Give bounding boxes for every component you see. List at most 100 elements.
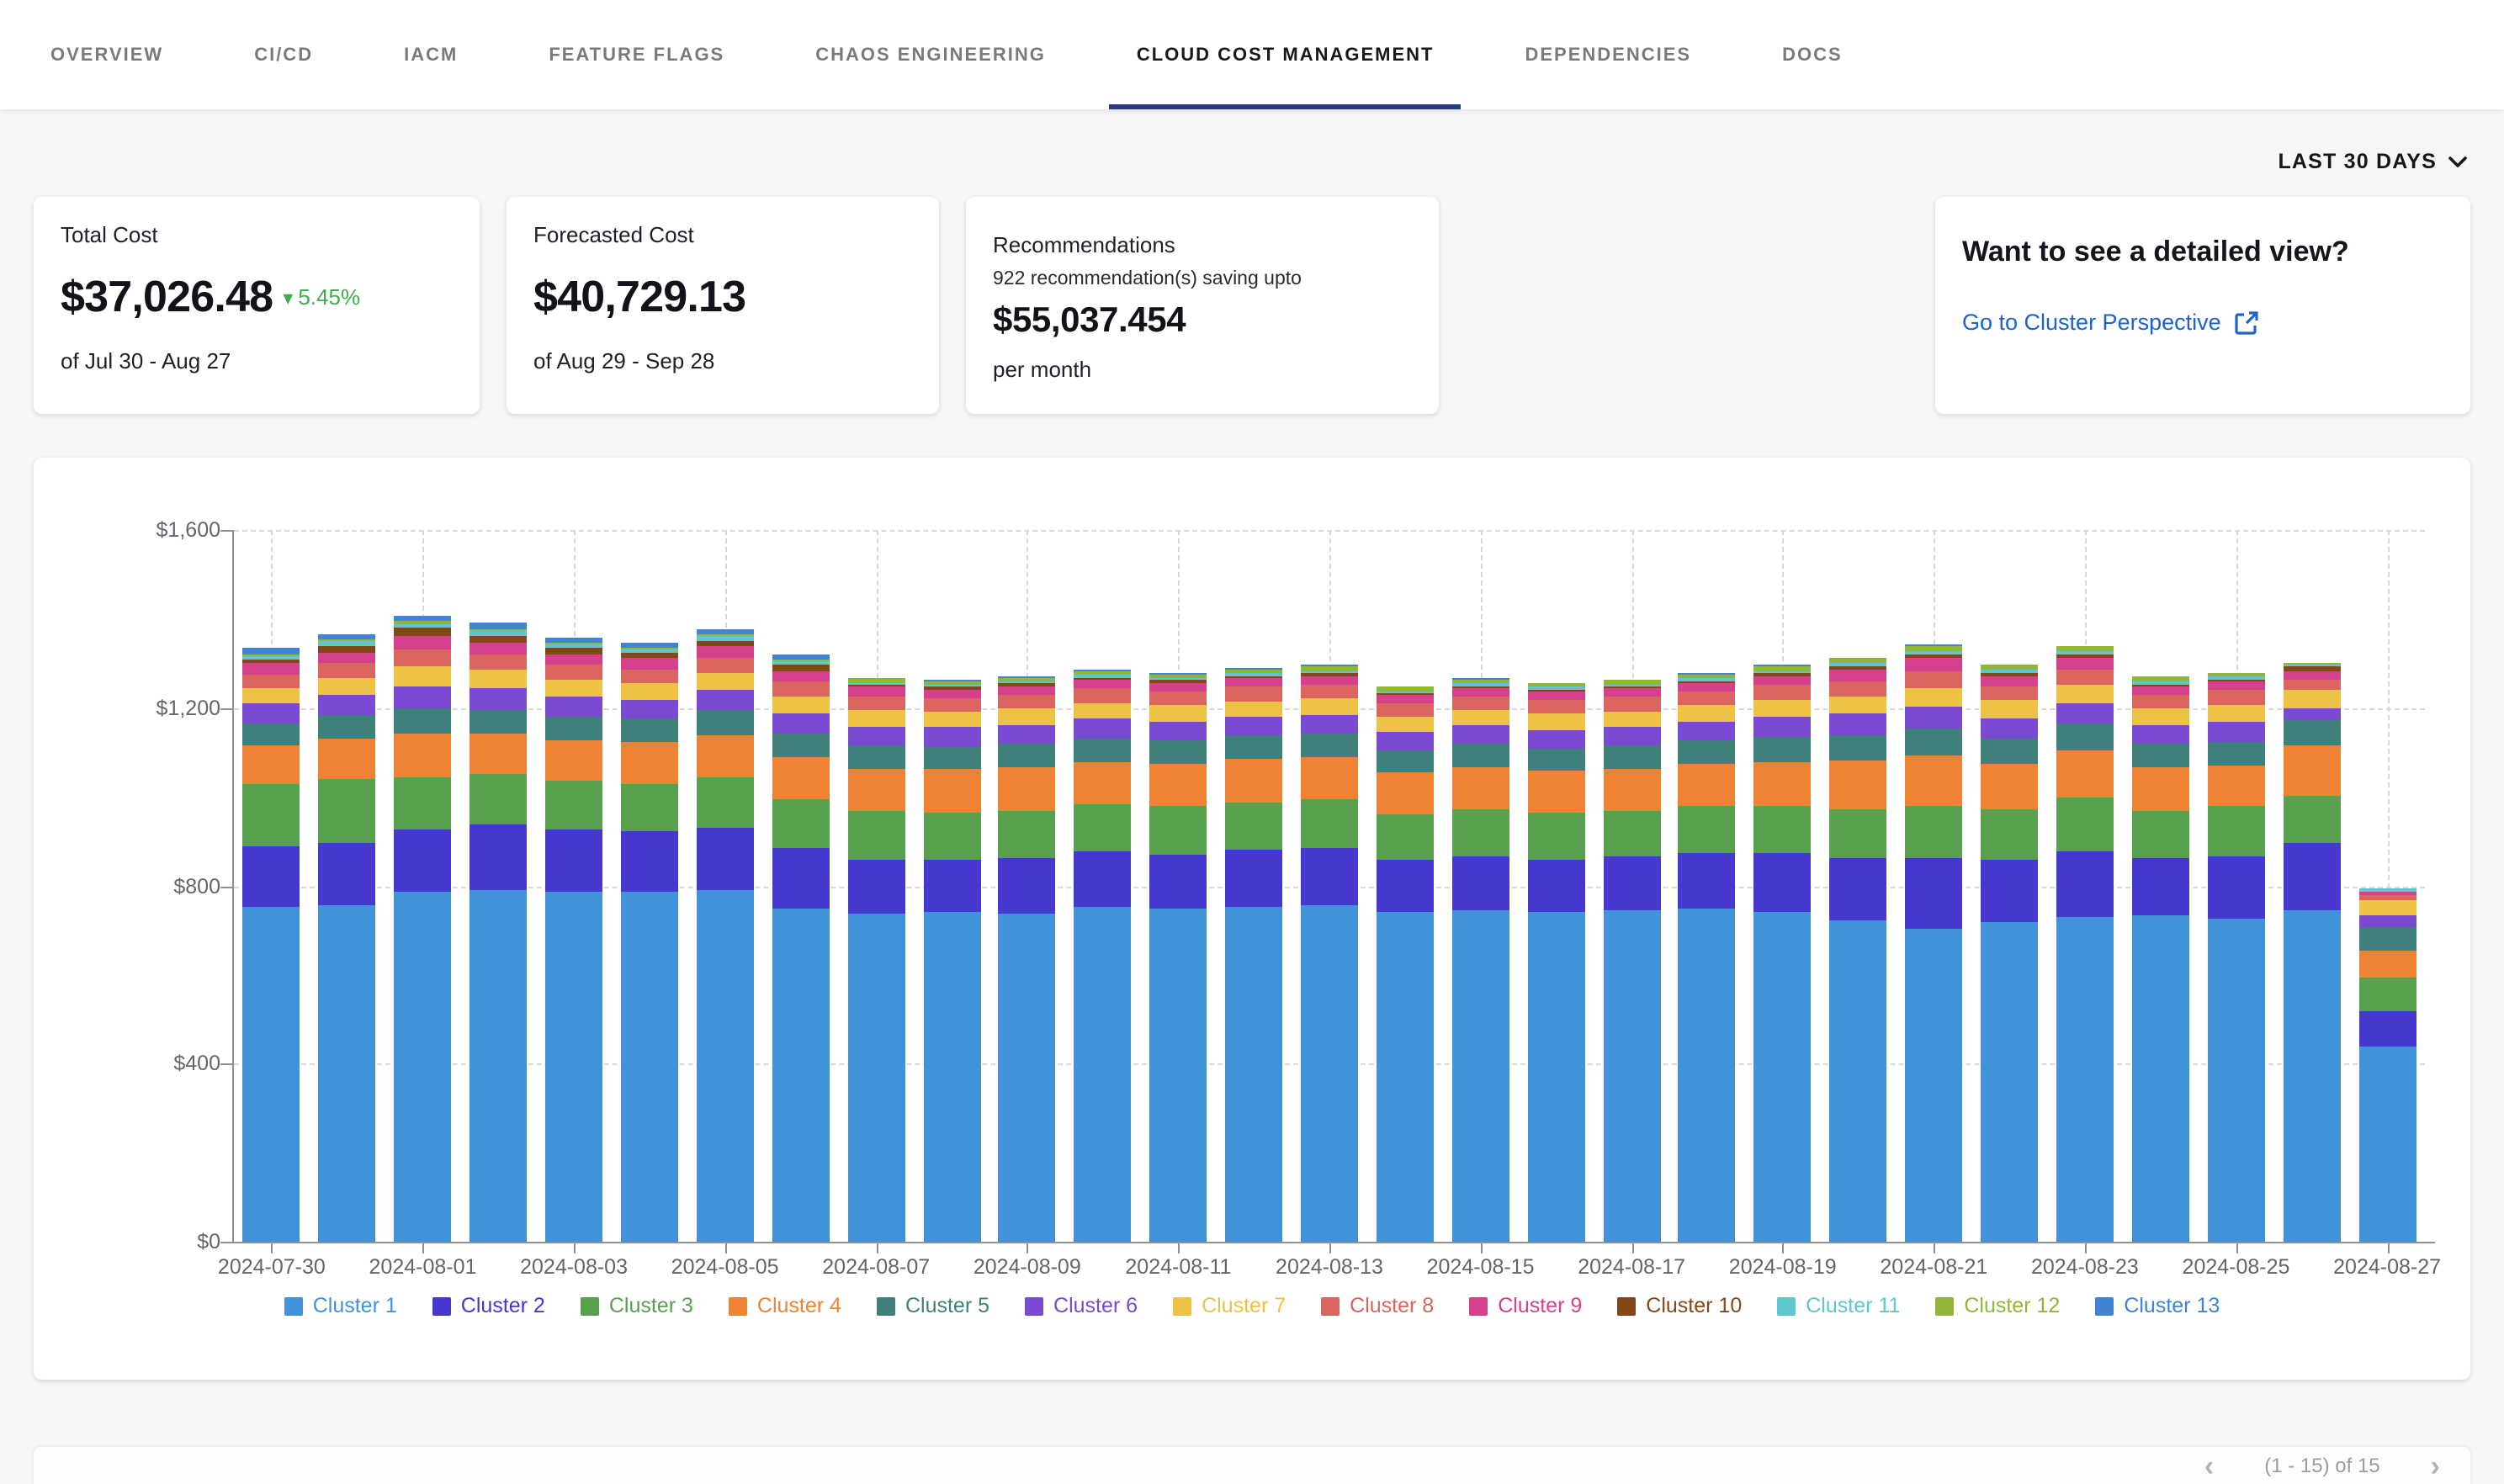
bar-segment-cluster-2 [1452,856,1509,911]
bar-segment-cluster-2 [1603,856,1660,911]
bar-2024-07-31[interactable] [319,634,376,1242]
bar-segment-cluster-7 [243,688,300,704]
time-range-label: LAST 30 DAYS [2278,150,2437,173]
bar-segment-cluster-8 [1603,697,1660,711]
bar-segment-cluster-8 [394,649,451,666]
bar-segment-cluster-3 [923,812,980,859]
bar-2024-08-19[interactable] [1754,665,1812,1242]
bar-2024-08-21[interactable] [1905,645,1962,1242]
bar-segment-cluster-3 [999,810,1056,858]
tab-docs[interactable]: DOCS [1782,0,1843,109]
tab-cloud-cost-management[interactable]: CLOUD COST MANAGEMENT [1137,0,1435,109]
bar-segment-cluster-8 [2208,691,2265,705]
bar-2024-08-26[interactable] [2283,664,2340,1242]
bar-segment-cluster-7 [1377,717,1434,732]
legend-swatch-icon [729,1296,747,1315]
bar-2024-08-14[interactable] [1377,686,1434,1242]
bar-segment-cluster-6 [2132,725,2189,745]
bar-segment-cluster-4 [847,770,905,812]
bar-2024-08-25[interactable] [2208,672,2265,1242]
bar-segment-cluster-9 [1377,696,1434,704]
bar-segment-cluster-2 [2132,858,2189,915]
legend-cluster-5[interactable]: Cluster 5 [877,1294,989,1317]
bar-2024-08-13[interactable] [1301,665,1358,1242]
bar-2024-08-09[interactable] [999,676,1056,1242]
legend-cluster-4[interactable]: Cluster 4 [729,1294,841,1317]
x-axis-tick [1934,1243,1935,1253]
tab-iacm[interactable]: IACM [404,0,458,109]
bar-2024-08-16[interactable] [1527,682,1584,1242]
bar-2024-08-02[interactable] [470,623,527,1242]
bar-2024-07-30[interactable] [243,648,300,1242]
bar-segment-cluster-7 [1679,705,1736,721]
bar-2024-08-17[interactable] [1603,680,1660,1242]
bar-2024-08-08[interactable] [923,680,980,1242]
bar-segment-cluster-6 [470,688,527,710]
tab-dependencies[interactable]: DEPENDENCIES [1525,0,1692,109]
legend-cluster-6[interactable]: Cluster 6 [1025,1294,1138,1317]
legend-cluster-10[interactable]: Cluster 10 [1617,1294,1742,1317]
bar-segment-cluster-6 [1905,707,1962,729]
bar-2024-08-22[interactable] [1981,665,2038,1242]
bar-2024-08-15[interactable] [1452,679,1509,1242]
tab-ci-cd[interactable]: CI/CD [254,0,313,109]
time-range-dropdown[interactable]: LAST 30 DAYS [2278,150,2467,173]
bar-2024-08-03[interactable] [545,638,602,1242]
bar-2024-08-24[interactable] [2132,676,2189,1242]
legend-cluster-12[interactable]: Cluster 12 [1935,1294,2060,1317]
legend-label: Cluster 6 [1053,1294,1138,1317]
bar-segment-cluster-7 [394,666,451,686]
bar-2024-08-01[interactable] [394,616,451,1242]
legend-cluster-3[interactable]: Cluster 3 [581,1294,693,1317]
bar-segment-cluster-6 [243,704,300,723]
legend-cluster-1[interactable]: Cluster 1 [284,1294,397,1317]
recommendations-value: $55,037.454 [993,301,1412,342]
bar-2024-08-12[interactable] [1225,668,1282,1242]
x-axis-label: 2024-08-27 [2333,1255,2441,1279]
legend-cluster-13[interactable]: Cluster 13 [2095,1294,2220,1317]
bar-2024-08-05[interactable] [697,629,754,1242]
bar-segment-cluster-1 [923,913,980,1242]
bar-segment-cluster-4 [1754,761,1812,806]
bar-segment-cluster-4 [1301,757,1358,799]
bar-2024-08-06[interactable] [772,655,829,1242]
bar-segment-cluster-6 [697,690,754,710]
bar-segment-cluster-4 [1225,760,1282,803]
bar-2024-08-07[interactable] [847,677,905,1242]
cluster-perspective-link[interactable]: Go to Cluster Perspective [1962,310,2443,335]
legend-cluster-9[interactable]: Cluster 9 [1469,1294,1582,1317]
tab-chaos-engineering[interactable]: CHAOS ENGINEERING [815,0,1046,109]
bar-segment-cluster-2 [319,842,376,904]
tab-feature-flags[interactable]: FEATURE FLAGS [549,0,724,109]
legend-label: Cluster 9 [1498,1294,1582,1317]
bar-segment-cluster-2 [1074,852,1132,908]
tab-overview[interactable]: OVERVIEW [50,0,163,109]
bar-2024-08-10[interactable] [1074,670,1132,1242]
bar-segment-cluster-4 [319,739,376,780]
x-axis-tick [2387,1243,2389,1253]
bar-segment-cluster-7 [319,678,376,695]
bar-2024-08-23[interactable] [2056,646,2114,1242]
bar-segment-cluster-10 [394,628,451,637]
legend-label: Cluster 11 [1806,1294,1900,1317]
bar-segment-cluster-1 [1603,911,1660,1242]
bar-segment-cluster-9 [772,670,829,681]
bar-segment-cluster-9 [545,655,602,665]
bar-2024-08-18[interactable] [1679,673,1736,1242]
bar-2024-08-11[interactable] [1149,673,1207,1242]
bar-segment-cluster-2 [1981,859,2038,922]
legend-cluster-2[interactable]: Cluster 2 [432,1294,545,1317]
bar-segment-cluster-5 [319,715,376,739]
bar-2024-08-04[interactable] [621,643,678,1242]
legend-cluster-8[interactable]: Cluster 8 [1321,1294,1434,1317]
page-next-button[interactable]: › [2431,1451,2440,1480]
bar-2024-08-27[interactable] [2358,889,2416,1242]
bar-2024-08-20[interactable] [1830,658,1887,1242]
bar-segment-cluster-7 [1603,711,1660,727]
page-prev-button[interactable]: ‹ [2204,1451,2214,1480]
bar-segment-cluster-9 [2208,681,2265,691]
y-axis-line [232,530,234,1242]
legend-cluster-7[interactable]: Cluster 7 [1173,1294,1286,1317]
legend-cluster-11[interactable]: Cluster 11 [1777,1294,1900,1317]
bar-segment-cluster-1 [470,889,527,1242]
